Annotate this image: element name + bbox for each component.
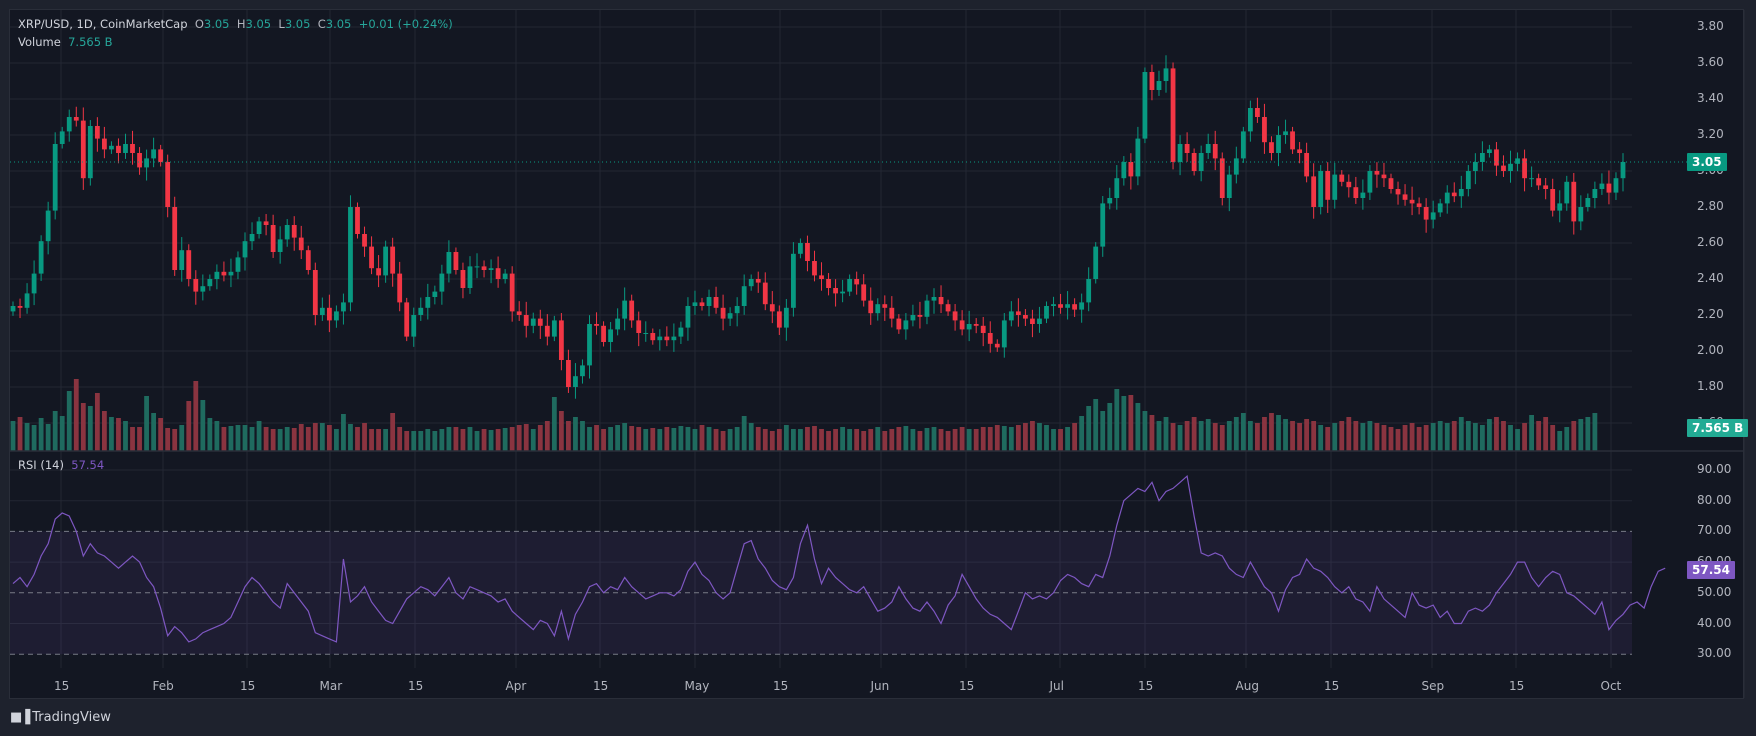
- date-tick: 15: [240, 679, 256, 693]
- low-label: L: [278, 17, 285, 31]
- price-tick: 3.60: [1697, 55, 1724, 69]
- open-label: O: [194, 17, 204, 31]
- price-tick: 3.20: [1697, 127, 1724, 141]
- rsi-tick: 70.00: [1697, 523, 1732, 538]
- candlesticks: [10, 55, 1626, 399]
- rsi-legend: RSI (14) 57.54: [18, 458, 104, 472]
- date-tick: 15: [773, 679, 789, 693]
- low-value: 3.05: [284, 17, 311, 31]
- rsi-tick: 80.00: [1697, 492, 1732, 507]
- volume-label[interactable]: Volume: [18, 35, 61, 49]
- price-tick: 2.00: [1697, 343, 1724, 357]
- high-label: H: [236, 17, 246, 31]
- rsi-line: [12, 474, 1666, 643]
- date-tick: 15: [54, 679, 70, 693]
- rsi-tick: 90.00: [1697, 462, 1732, 476]
- tradingview-logo-icon: ■▐: [10, 710, 30, 725]
- change-value: +0.01 (+0.24%): [358, 17, 453, 31]
- price-tick: 2.60: [1697, 235, 1724, 249]
- date-tick: Aug: [1235, 679, 1259, 693]
- rsi-label[interactable]: RSI (14): [18, 458, 64, 472]
- date-tick: 15: [408, 679, 424, 693]
- symbol-title[interactable]: XRP/USD, 1D, CoinMarketCap: [18, 17, 188, 31]
- date-tick: Sep: [1421, 679, 1445, 693]
- date-tick: Feb: [152, 679, 174, 693]
- tradingview-brand: TradingView: [32, 710, 111, 725]
- price-tick: 3.80: [1697, 19, 1724, 33]
- ohlc-legend: XRP/USD, 1D, CoinMarketCap O3.05 H3.05 L…: [18, 17, 453, 31]
- last-rsi-tag: 57.54: [1687, 560, 1735, 579]
- date-tick: Apr: [505, 679, 527, 693]
- rsi-tick: 30.00: [1697, 646, 1732, 661]
- price-tick: 1.80: [1697, 379, 1724, 393]
- date-tick: Jul: [1049, 679, 1064, 693]
- last-price-tag: 3.05: [1687, 153, 1727, 171]
- volume-value: 7.565 B: [68, 35, 113, 49]
- date-tick: 15: [1324, 679, 1340, 693]
- volume-legend: Volume 7.565 B: [18, 35, 113, 49]
- price-tick: 2.40: [1697, 271, 1724, 285]
- rsi-value: 57.54: [71, 458, 105, 472]
- date-tick: 15: [1138, 679, 1154, 693]
- date-tick: Jun: [870, 679, 890, 693]
- volume-bars: [10, 379, 1598, 451]
- date-tick: 15: [1509, 679, 1525, 693]
- grid-lines: [10, 10, 1632, 668]
- rsi-tick: 40.00: [1697, 615, 1732, 630]
- close-label: C: [317, 17, 326, 31]
- close-value: 3.05: [325, 17, 352, 31]
- last-volume-tag: 7.565 B: [1687, 419, 1749, 437]
- date-tick: Oct: [1600, 679, 1622, 693]
- price-tick: 3.40: [1697, 91, 1724, 105]
- high-value: 3.05: [245, 17, 272, 31]
- rsi-levels: [10, 530, 1632, 655]
- date-tick: May: [684, 679, 710, 693]
- chart-frame: [9, 9, 1744, 699]
- price-tick: 2.20: [1697, 307, 1724, 321]
- open-value: 3.05: [203, 17, 230, 31]
- price-tick: 2.80: [1697, 199, 1724, 213]
- rsi-tick: 50.00: [1697, 584, 1732, 599]
- date-tick: 15: [959, 679, 975, 693]
- tradingview-logo[interactable]: ■▐ TradingView: [10, 710, 111, 725]
- date-tick: Mar: [319, 679, 343, 693]
- date-tick: 15: [593, 679, 609, 693]
